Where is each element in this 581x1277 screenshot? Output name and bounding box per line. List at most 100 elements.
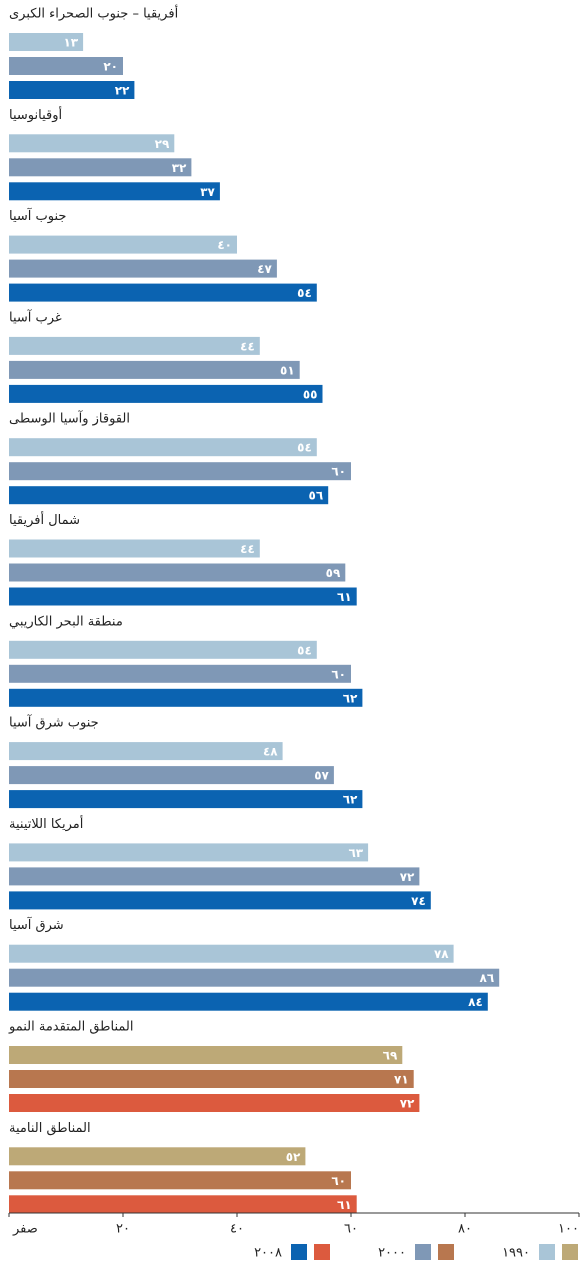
bar [9,57,123,75]
value-label: ٥٤ [297,286,312,300]
value-label: ٦٠ [331,465,346,479]
category-label: أمريكا اللاتينية [9,815,83,832]
value-label: ٦٠ [331,667,346,681]
legend-swatch [539,1244,555,1260]
bar [9,1147,306,1166]
bar [9,640,317,659]
bar [9,384,323,403]
legend-label: ٢٠٠٠ [378,1246,406,1261]
value-label: ٣٢ [172,161,187,175]
bar [9,158,192,177]
value-label: ٧٤ [411,894,426,908]
category-label: جنوب شرق آسيا [9,714,99,731]
bar [9,1094,420,1112]
value-label: ٤٧ [257,262,272,276]
bar [9,1171,351,1190]
bar [9,563,346,582]
bar [9,867,420,886]
bar [9,182,220,201]
value-label: ٥٤ [297,643,312,657]
bar [9,360,300,379]
category-label: القوقاز وآسيا الوسطى [9,410,130,427]
value-label: ٤٨ [263,745,278,759]
legend-swatch [562,1244,578,1260]
legend-label: ٢٠٠٨ [254,1246,282,1261]
legend-swatch [415,1244,431,1260]
bar [9,1070,414,1088]
value-label: ٥١ [280,363,295,377]
bar [9,1195,357,1214]
bar [9,539,260,558]
bar [9,336,260,355]
value-label: ٦١ [337,590,352,604]
category-label: شمال أفريقيا [9,511,80,528]
value-label: ١٣ [63,36,78,50]
value-label: ٤٤ [240,542,255,556]
x-tick-label: صفر [12,1222,38,1237]
bar [9,766,334,785]
bar [9,235,237,254]
bar [9,81,135,99]
value-label: ٣٧ [200,185,215,199]
bar [9,33,84,51]
bar [9,891,431,910]
bar [9,992,488,1011]
legend-swatch [291,1244,307,1260]
value-label: ٢٩ [155,137,170,151]
category-label: منطقة البحر الكاريبي [9,614,123,629]
category-label: المناطق المتقدمة النمو [8,1020,134,1035]
value-label: ٥٩ [326,566,341,580]
legend-swatch [314,1244,330,1260]
value-label: ٦٢ [343,691,358,705]
legend-swatch [438,1244,454,1260]
legend-label: ١٩٩٠ [502,1246,530,1261]
value-label: ٥٢ [286,1150,301,1164]
category-label: المناطق النامية [9,1121,91,1136]
bar [9,790,363,809]
value-label: ٨٤ [468,995,483,1009]
value-label: ٥٦ [309,489,324,503]
bar [9,486,329,505]
x-tick-label: ٨٠ [458,1222,472,1237]
value-label: ٥٧ [314,769,329,783]
bar [9,1046,403,1064]
bar [9,259,277,278]
bar [9,587,357,606]
value-label: ٤٠ [217,238,232,252]
category-label: غرب آسيا [9,308,62,325]
category-label: أفريقيا – جنوب الصحراء الكبرى [9,5,178,22]
bar [9,134,175,153]
value-label: ٧٢ [400,1097,415,1111]
bar [9,944,454,963]
value-label: ٦١ [337,1198,352,1212]
x-tick-label: ٦٠ [344,1222,358,1237]
category-label: شرق آسيا [9,916,64,933]
value-label: ٦٢ [343,793,358,807]
bar [9,438,317,457]
value-label: ٨٦ [480,971,495,985]
value-label: ٦٣ [348,846,363,860]
value-label: ٥٥ [303,387,318,401]
x-tick-label: ٤٠ [230,1222,244,1237]
category-label: أوقيانوسيا [9,106,62,123]
value-label: ٥٤ [297,441,312,455]
bar [9,283,317,302]
bar [9,462,351,481]
value-label: ٦٩ [383,1049,398,1063]
bar [9,664,351,683]
bar [9,843,369,862]
bar [9,968,500,987]
value-label: ٤٤ [240,339,255,353]
value-label: ٧١ [394,1073,409,1087]
value-label: ٢٢ [115,84,130,98]
category-label: جنوب آسيا [9,207,66,224]
value-label: ٢٠ [103,60,118,74]
value-label: ٧٨ [434,947,449,961]
bar [9,688,363,707]
value-label: ٦٠ [331,1174,346,1188]
bar [9,742,283,761]
value-label: ٧٢ [400,870,415,884]
x-tick-label: ١٠٠ [558,1222,579,1237]
